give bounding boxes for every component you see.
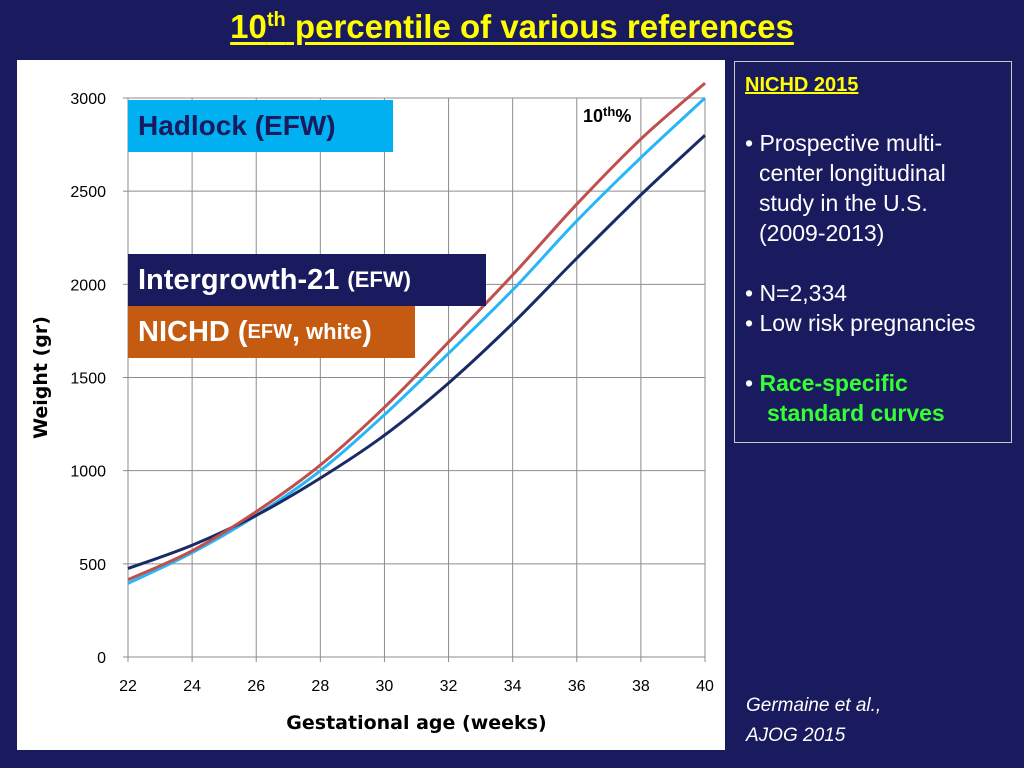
- info-bullet-1-line-2: center longitudinal: [759, 160, 946, 186]
- citation: Germaine et al., AJOG 2015: [746, 691, 881, 751]
- x-tick-label-28: 28: [311, 678, 329, 695]
- x-tick-label-22: 22: [119, 678, 137, 695]
- citation-line-1: Germaine et al.,: [746, 695, 882, 716]
- y-axis-title: Weight (gr): [30, 316, 52, 439]
- x-tick-label-34: 34: [504, 678, 522, 695]
- x-tick-label-24: 24: [183, 678, 201, 695]
- legend-intergrowth: Intergrowth-21 (EFW): [128, 254, 486, 306]
- info-heading: NICHD 2015: [745, 74, 859, 96]
- legend-nichd-efw: EFW: [247, 320, 292, 343]
- chart-grid: [128, 97, 706, 657]
- info-bullet-3: • Low risk pregnancies: [745, 310, 976, 336]
- y-tick-label-3000: 3000: [70, 91, 106, 108]
- series-line-1: [127, 96, 707, 585]
- annotation-sup: th: [603, 104, 615, 119]
- x-tick-label-36: 36: [568, 678, 586, 695]
- annotation-suffix: %: [615, 106, 631, 126]
- info-bullet-1-line-3: study in the U.S.: [759, 190, 928, 216]
- series-line-3: [127, 81, 706, 582]
- y-tick-label-1500: 1500: [70, 371, 106, 388]
- title-superscript: th: [266, 9, 286, 31]
- legend-nichd-comma: ,: [291, 315, 301, 348]
- study-info-box: NICHD 2015 • Prospective multi- center l…: [734, 61, 1012, 443]
- info-bullet-1-line-4: (2009-2013): [759, 220, 885, 246]
- y-tick-label-2500: 2500: [70, 184, 106, 201]
- x-tick-label-40: 40: [696, 678, 714, 695]
- legend-nichd-white: white: [306, 319, 363, 344]
- legend-nichd-label: NICHD (: [138, 315, 248, 348]
- legend-nichd: NICHD (EFW, white): [128, 306, 415, 358]
- info-bullet-1-line-1: • Prospective multi-: [745, 130, 943, 156]
- legend-nichd-close: ): [362, 315, 372, 348]
- info-bullet-4-dot: •: [745, 370, 760, 396]
- info-bullet-4: • Race-specific standard curves: [745, 368, 1011, 428]
- x-axis-title: Gestational age (weeks): [286, 712, 546, 734]
- chart-series: [127, 81, 707, 585]
- info-bullet-1: • Prospective multi- center longitudinal…: [745, 128, 1011, 248]
- info-bullet-4-line-2: standard curves: [767, 400, 945, 426]
- x-tick-label-30: 30: [376, 678, 394, 695]
- page-title: 10th percentile of various references: [0, 8, 1024, 46]
- chart-panel: 0 500 1000 1500 2000 2500 3000 22 24 26 28 30 32 34 36…: [17, 60, 725, 750]
- info-bullet-4-line-1: Race-specific: [759, 370, 908, 396]
- percentile-annotation: 10th%: [583, 104, 631, 126]
- info-bullet-2: • N=2,334: [745, 280, 848, 306]
- y-tick-label-2000: 2000: [70, 277, 106, 294]
- citation-line-2: AJOG 2015: [746, 725, 846, 746]
- y-tick-label-500: 500: [79, 557, 106, 574]
- annotation-number: 10: [583, 106, 603, 126]
- title-number: 10: [230, 8, 267, 45]
- y-tick-label-0: 0: [97, 650, 106, 667]
- legend-hadlock-label: Hadlock (EFW): [138, 110, 336, 141]
- title-rest: percentile of various references: [285, 8, 794, 45]
- x-tick-label-38: 38: [632, 678, 650, 695]
- x-tick-label-32: 32: [440, 678, 458, 695]
- legend-intergrowth-label: Intergrowth-21: [138, 263, 340, 296]
- x-tick-label-26: 26: [247, 678, 265, 695]
- growth-chart: 0 500 1000 1500 2000 2500 3000 22 24 26 28 30 32 34 36…: [30, 81, 714, 734]
- chart-labels: Gestational age (weeks) Weight (gr) 10th%: [30, 104, 631, 734]
- legend-hadlock: Hadlock (EFW): [128, 100, 393, 152]
- legend-intergrowth-sub: (EFW): [347, 267, 411, 292]
- chart-axes: 0 500 1000 1500 2000 2500 3000 22 24 26 28 30 32 34 36…: [70, 91, 714, 695]
- y-tick-label-1000: 1000: [70, 464, 106, 481]
